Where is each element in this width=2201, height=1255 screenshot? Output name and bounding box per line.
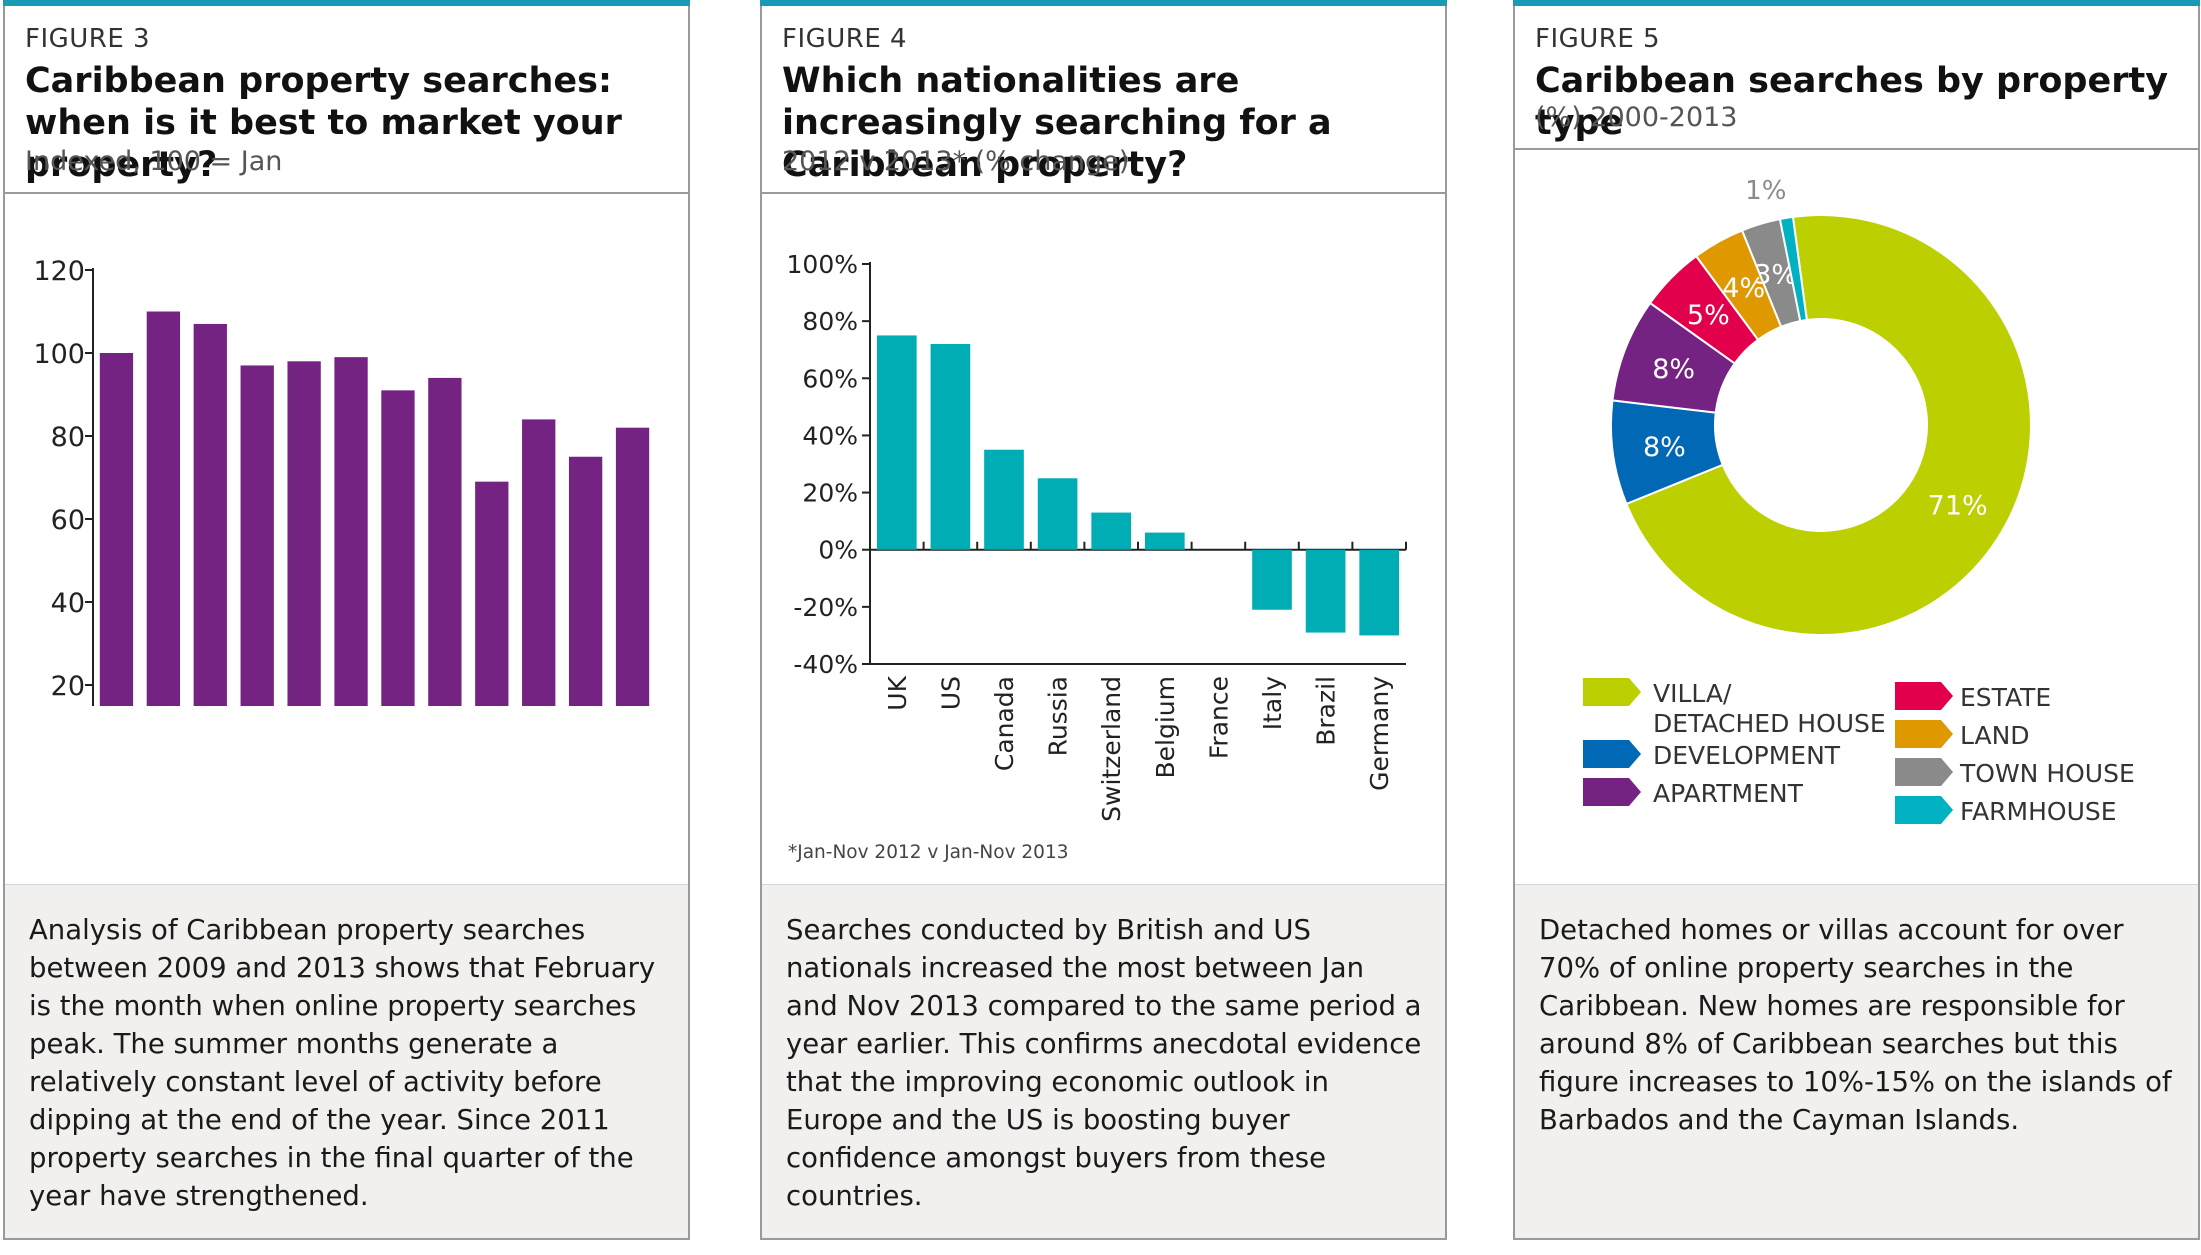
figure-label: FIGURE 3: [25, 24, 151, 54]
description-text: Searches conducted by British and US nat…: [786, 914, 1422, 1212]
figure-5-panel: FIGURE 5 Caribbean searches by property …: [1513, 0, 2200, 1240]
y-tick-label: 80%: [802, 307, 858, 336]
figure-3-panel: FIGURE 3 Caribbean property searches: wh…: [3, 0, 690, 1240]
bar: [381, 390, 415, 706]
chart-subtitle: (%) 2000-2013: [1535, 102, 1738, 133]
legend-swatch: [1895, 758, 1953, 786]
x-tick-label: Russia: [1044, 676, 1073, 756]
legend-swatch: [1895, 720, 1953, 748]
y-tick-label: 0%: [818, 536, 858, 565]
donut-slice: [1625, 214, 2032, 636]
chart-subtitle: Indexed, 100 = Jan: [25, 146, 283, 177]
figure-label: FIGURE 4: [782, 24, 908, 54]
bar: [1144, 532, 1185, 550]
figure-5-description: Detached homes or villas account for ove…: [1515, 884, 2198, 1238]
slice-label: 8%: [1643, 432, 1686, 463]
y-tick-label: 120: [33, 256, 85, 287]
x-tick-label: Italy: [1258, 676, 1287, 730]
bar: [1252, 549, 1292, 610]
legend-label: TOWN HOUSE: [1959, 759, 2135, 788]
bar: [522, 419, 556, 706]
bar: [1305, 549, 1346, 633]
legend-label: APARTMENT: [1653, 779, 1804, 808]
figure-3-description: Analysis of Caribbean property searches …: [5, 884, 688, 1238]
legend-label: ESTATE: [1960, 683, 2051, 712]
monthly-searches-bar-chart: 020406080100120JanFebMarAprMayJunJulAugS…: [33, 256, 650, 706]
legend-swatch: [1895, 682, 1953, 710]
x-tick-label: Germany: [1365, 676, 1394, 791]
bar: [1359, 549, 1400, 636]
x-tick-label: US: [936, 676, 965, 710]
property-type-donut-chart: 71%8%8%5%4%3%1%VILLA/DETACHED HOUSEDEVEL…: [1583, 176, 2135, 826]
bar: [615, 427, 650, 706]
figure-5-header: FIGURE 5 Caribbean searches by property …: [1515, 6, 2198, 150]
slice-label: 8%: [1652, 354, 1695, 385]
chart-title: Which nationalities are increasingly sea…: [782, 61, 1332, 185]
legend-swatch: [1583, 678, 1641, 706]
y-tick-label: 20%: [802, 479, 858, 508]
bar: [1037, 478, 1078, 550]
x-tick-label: Switzerland: [1097, 676, 1126, 822]
bar: [475, 481, 509, 706]
slice-label: 71%: [1928, 490, 1988, 521]
legend-label: DEVELOPMENT: [1653, 741, 1841, 770]
figure-3-header: FIGURE 3 Caribbean property searches: wh…: [5, 6, 688, 194]
x-tick-label: France: [1204, 676, 1233, 759]
bar: [568, 456, 603, 706]
figure-4-description: Searches conducted by British and US nat…: [762, 884, 1445, 1238]
bar: [876, 335, 917, 550]
legend-swatch: [1583, 740, 1641, 768]
legend-label: LAND: [1960, 721, 2030, 750]
slice-label: 1%: [1745, 176, 1786, 206]
legend-swatch: [1895, 796, 1953, 824]
y-tick-label: -20%: [793, 593, 858, 622]
x-tick-label: Canada: [990, 676, 1019, 771]
chart-subtitle: 2012 v 2013* (% change): [782, 146, 1130, 177]
legend-label: FARMHOUSE: [1960, 797, 2117, 826]
figure-4-panel: FIGURE 4 Which nationalities are increas…: [760, 0, 1447, 1240]
description-text: Analysis of Caribbean property searches …: [29, 914, 656, 1212]
y-tick-label: -40%: [793, 650, 858, 679]
x-tick-label: Brazil: [1312, 676, 1341, 746]
bar: [984, 449, 1024, 550]
bar: [428, 377, 462, 706]
donut-slice: [1778, 215, 1808, 323]
bar: [334, 357, 368, 706]
description-text: Detached homes or villas account for ove…: [1539, 914, 2172, 1136]
chart-title: Caribbean property searches: when is it …: [25, 61, 622, 185]
slice-label: 5%: [1687, 300, 1730, 331]
x-tick-label: Belgium: [1151, 676, 1180, 779]
chart-title: Caribbean searches by property type: [1535, 61, 2169, 143]
bar: [1091, 512, 1132, 550]
legend-swatch: [1583, 778, 1641, 806]
y-tick-label: 60: [51, 505, 85, 536]
y-tick-label: 40: [51, 588, 85, 619]
bar: [287, 361, 321, 706]
x-tick-label: UK: [883, 675, 912, 710]
y-tick-label: 100%: [787, 250, 858, 279]
bar: [99, 353, 134, 706]
slice-label: 4%: [1722, 273, 1765, 304]
bar: [930, 344, 971, 550]
y-tick-label: 20: [51, 671, 85, 702]
figure-label: FIGURE 5: [1535, 24, 1661, 54]
chart-footnote: *Jan-Nov 2012 v Jan-Nov 2013: [788, 842, 1068, 863]
y-tick-label: 80: [51, 422, 85, 453]
bar: [146, 311, 181, 706]
nationality-change-bar-chart: -40% -20% 0% 20% 40% 60% 80% 100% UK US Canada Russ…: [787, 250, 1407, 863]
y-tick-label: 60%: [802, 364, 858, 393]
legend-label: VILLA/DETACHED HOUSE: [1653, 679, 1886, 738]
bar: [240, 365, 274, 706]
bar: [193, 323, 227, 706]
figure-4-header: FIGURE 4 Which nationalities are increas…: [762, 6, 1445, 194]
y-tick-label: 40%: [802, 421, 858, 450]
y-tick-label: 100: [33, 339, 85, 370]
